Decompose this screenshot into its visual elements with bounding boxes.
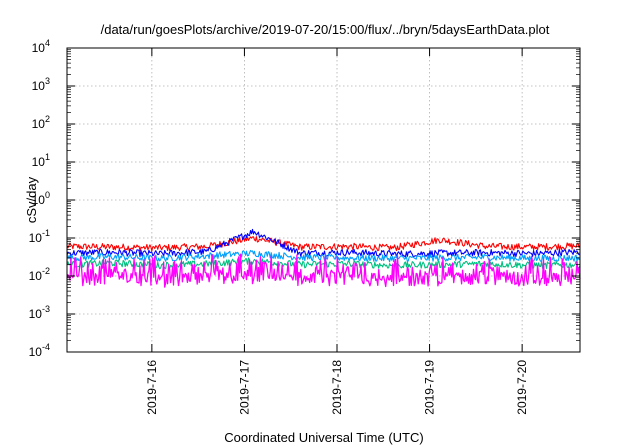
data-series xyxy=(66,228,581,288)
y-tick-label: 102 xyxy=(32,114,50,131)
x-tick-labels: 2019-7-16 2019-7-17 2019-7-18 2019-7-19 2019… xyxy=(145,360,529,415)
series-line xyxy=(66,253,581,288)
x-axis-label: Coordinated Universal Time (UTC) xyxy=(224,430,423,445)
grid-lines xyxy=(67,48,580,352)
y-tick-label: 104 xyxy=(32,38,50,55)
axis-ticks xyxy=(67,47,580,353)
y-axis-label: cSv/day xyxy=(24,176,39,223)
series-line xyxy=(66,236,581,252)
chart-title: /data/run/goesPlots/archive/2019-07-20/1… xyxy=(101,22,550,37)
y-tick-label: 10-2 xyxy=(29,266,50,283)
y-tick-label: 10-3 xyxy=(29,304,50,321)
y-tick-label: 100 xyxy=(32,190,50,207)
series-line xyxy=(66,228,581,258)
y-tick-label: 101 xyxy=(32,152,50,169)
y-tick-label: 10-1 xyxy=(29,228,50,245)
x-tick-label: 2019-7-17 xyxy=(237,360,251,415)
y-tick-label: 103 xyxy=(32,76,50,93)
y-tick-labels: 10-4 10-3 10-2 10-1 100 101 102 103 104 xyxy=(29,38,50,359)
x-tick-label: 2019-7-20 xyxy=(515,360,529,415)
x-tick-label: 2019-7-18 xyxy=(330,360,344,415)
x-tick-label: 2019-7-16 xyxy=(145,360,159,415)
x-tick-label: 2019-7-19 xyxy=(423,360,437,415)
y-tick-label: 10-4 xyxy=(29,342,50,359)
